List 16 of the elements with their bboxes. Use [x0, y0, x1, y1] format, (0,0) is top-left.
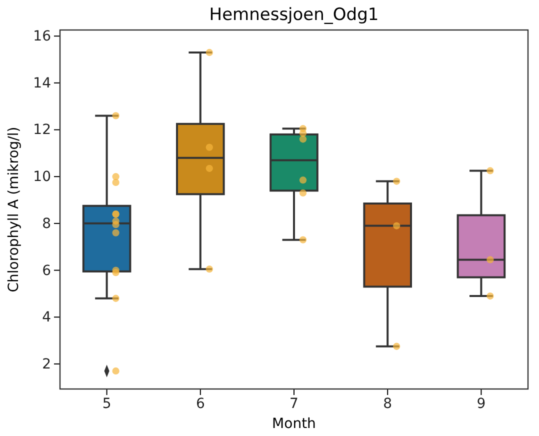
- y-tick-label: 6: [42, 262, 52, 279]
- x-tick-label: 6: [196, 396, 205, 412]
- x-tick-label: 5: [102, 396, 112, 412]
- y-tick-label: 8: [42, 216, 51, 232]
- y-axis-title: Chlorophyll A (mikrog/l): [6, 126, 22, 292]
- x-tick-label: 7: [290, 396, 298, 412]
- y-tick-label: 4: [42, 310, 52, 326]
- y-tick-label: 2: [42, 356, 51, 372]
- x-tick-label: 9: [476, 396, 486, 412]
- y-tick-label: 16: [33, 28, 52, 45]
- y-tick-label: 10: [33, 169, 51, 186]
- chart-title: Hemnessjoen_Odg1: [209, 5, 379, 25]
- y-tick-label: 14: [33, 75, 52, 92]
- y-tick-label: 12: [33, 122, 51, 138]
- x-axis-title: Month: [272, 416, 316, 432]
- x-tick-label: 8: [383, 396, 392, 412]
